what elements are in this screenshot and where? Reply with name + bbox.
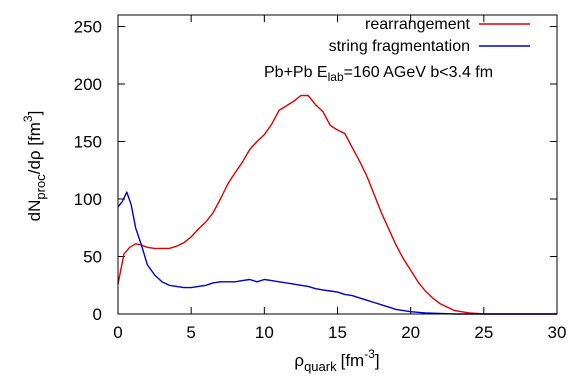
y-tick-label: 50 — [83, 248, 102, 267]
x-axis-label: ρquark [fm-3] — [294, 347, 379, 374]
y-tick-label: 250 — [74, 18, 102, 37]
series-line-rearrangement — [117, 94, 557, 315]
plot-frame — [117, 14, 558, 315]
x-tick-label: 0 — [113, 323, 122, 342]
x-tick-label: 10 — [255, 323, 274, 342]
y-axis-label: dNproc/dρ [fm3] — [21, 111, 48, 222]
y-tick-label: 0 — [93, 305, 102, 324]
legend-label-string-fragmentation: string fragmentation — [329, 38, 470, 55]
y-tick-label: 200 — [74, 75, 102, 94]
series-line-string-fragmentation — [117, 191, 557, 315]
series-layer — [117, 94, 557, 315]
x-tick-label: 30 — [548, 323, 567, 342]
legend: rearrangement string fragmentation — [329, 16, 530, 55]
legend-label-rearrangement: rearrangement — [365, 16, 471, 33]
collision-annotation: Pb+Pb Elab=160 AGeV b<3.4 fm — [264, 64, 493, 84]
x-tick-label: 20 — [401, 323, 420, 342]
ticks-layer: 0 5 10 15 20 25 30 0 50 100 150 200 250 — [74, 15, 567, 342]
y-tick-label: 150 — [74, 133, 102, 152]
x-tick-label: 15 — [328, 323, 347, 342]
y-tick-label: 100 — [74, 190, 102, 209]
x-tick-label: 5 — [186, 323, 195, 342]
x-tick-label: 25 — [474, 323, 493, 342]
